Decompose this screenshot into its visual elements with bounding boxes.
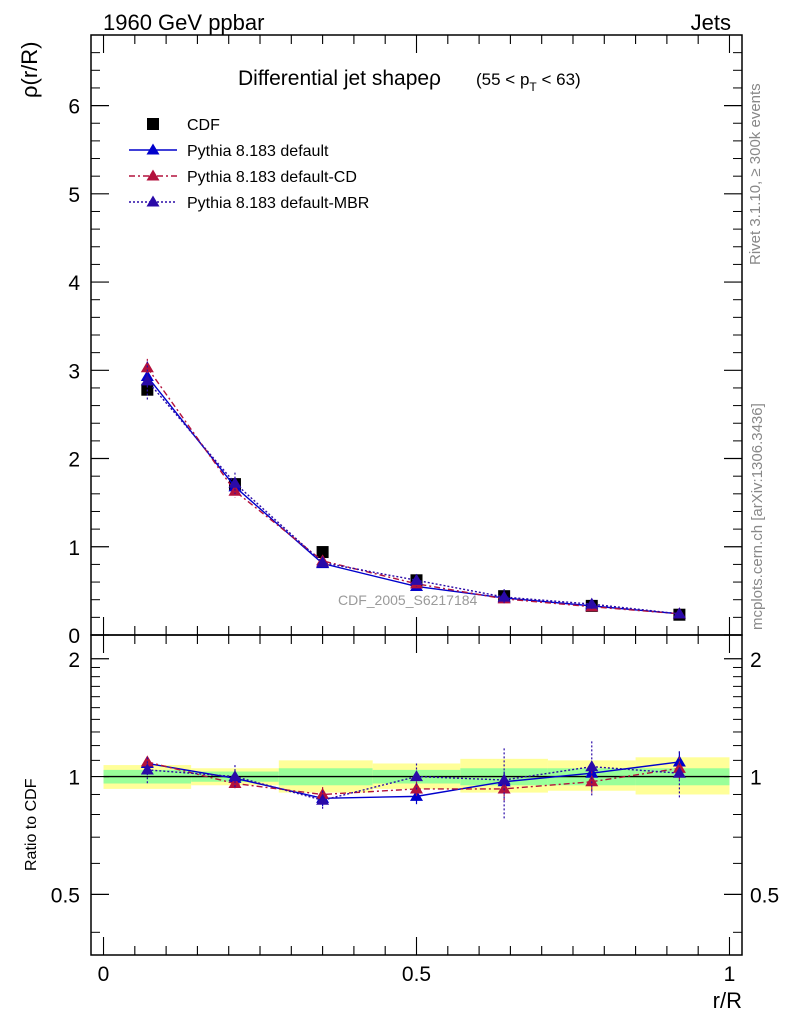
ratio-series-point	[672, 766, 686, 778]
ratio-y-tick-label-right: 0.5	[750, 884, 779, 907]
mcplots-label: mcplots.cern.ch [arXiv:1306.3436]	[749, 403, 766, 630]
ratio-series-point	[140, 763, 154, 775]
main-plot-marks	[140, 358, 686, 621]
ratio-series-point	[140, 755, 154, 767]
main-y-tick-label: 0	[68, 625, 80, 648]
ratio-series-2	[140, 741, 686, 819]
legend-marker	[146, 169, 160, 181]
main-title-range-head: (55 < p	[476, 70, 529, 89]
x-tick-label: 1	[724, 963, 736, 986]
main-axes: 0 1 2 3 4 5 6	[68, 34, 742, 648]
main-series-point	[316, 556, 330, 568]
x-axis-label: r/R	[713, 988, 742, 1013]
legend-label: Pythia 8.183 default-CD	[187, 169, 357, 186]
ratio-series-point	[585, 775, 599, 787]
ratio-series-point	[316, 793, 330, 805]
main-y-tick-label: 2	[68, 449, 80, 472]
ratio-y-tick-label-right: 1	[750, 767, 762, 790]
main-plot-panel: 0 1 2 3 4 5 6 ρ(r/R) CDF_2005_S6217184 Differe…	[17, 34, 743, 648]
analysis-label: CDF_2005_S6217184	[338, 592, 478, 608]
main-series-3	[140, 361, 686, 619]
main-series-point	[140, 374, 154, 386]
ratio-series-point	[316, 787, 330, 800]
main-y-axis-label: ρ(r/R)	[17, 42, 42, 99]
ratio-y-tick-label-right: 2	[750, 649, 762, 672]
rivet-label: Rivet 3.1.10, ≥ 300k events	[747, 83, 764, 265]
main-series-point	[672, 607, 686, 619]
legend-entry-1: Pythia 8.183 default	[129, 143, 329, 160]
ratio-y-tick-label: 0.5	[51, 884, 80, 907]
energy-label: 1960 GeV ppbar	[103, 10, 264, 35]
main-series-point	[497, 590, 511, 602]
ratio-series-point	[585, 760, 599, 772]
main-title-range-index: T	[529, 80, 537, 94]
main-title: Differential jet shapeρ (55 < pT < 63)	[238, 67, 581, 94]
ratio-plot-marks	[103, 741, 730, 819]
legend-marker	[146, 143, 160, 155]
legend-entry-0: CDF	[147, 117, 220, 134]
legend-marker	[147, 118, 159, 130]
main-title-text: Differential jet shapeρ	[238, 67, 441, 90]
x-tick-label: 0.5	[402, 963, 431, 986]
main-y-tick-label: 1	[68, 537, 80, 560]
ratio-y-axis-label: Ratio to CDF	[23, 778, 40, 871]
legend-label: CDF	[187, 117, 220, 134]
main-y-tick-label: 3	[68, 360, 80, 383]
main-title-range-tail: < 63)	[537, 70, 581, 89]
ratio-series-point	[228, 770, 242, 782]
ratio-series-point	[497, 773, 511, 785]
legend-marker	[146, 195, 160, 207]
main-series-point	[585, 597, 599, 609]
cdf-data-point	[316, 546, 329, 559]
main-series-point	[228, 476, 242, 488]
process-label: Jets	[691, 10, 731, 35]
main-y-tick-label: 6	[68, 96, 80, 119]
main-y-tick-label: 4	[68, 272, 80, 295]
legend-label: Pythia 8.183 default	[187, 143, 329, 160]
ratio-series-point	[497, 782, 511, 794]
ratio-plot-panel: 0.5 0.5 1 1 2 2 0 0.5 1 Ratio to CDF r/R	[23, 634, 779, 1013]
x-tick-label: 0	[98, 963, 110, 986]
main-y-tick-label: 5	[68, 184, 80, 207]
main-series-point	[410, 573, 423, 585]
ratio-y-tick-label: 2	[68, 649, 80, 672]
legend: CDF Pythia 8.183 default Pythia 8.183 defa…	[129, 117, 369, 212]
ratio-series-point	[410, 770, 423, 782]
legend-entry-2: Pythia 8.183 default-CD	[129, 169, 357, 186]
legend-label: Pythia 8.183 default-MBR	[187, 195, 369, 212]
ratio-y-tick-label: 1	[68, 767, 80, 790]
legend-entry-3: Pythia 8.183 default-MBR	[129, 195, 369, 212]
main-title-range: (55 < pT < 63)	[476, 70, 581, 94]
ratio-axes: 0.5 0.5 1 1 2 2 0 0.5 1	[51, 635, 779, 986]
